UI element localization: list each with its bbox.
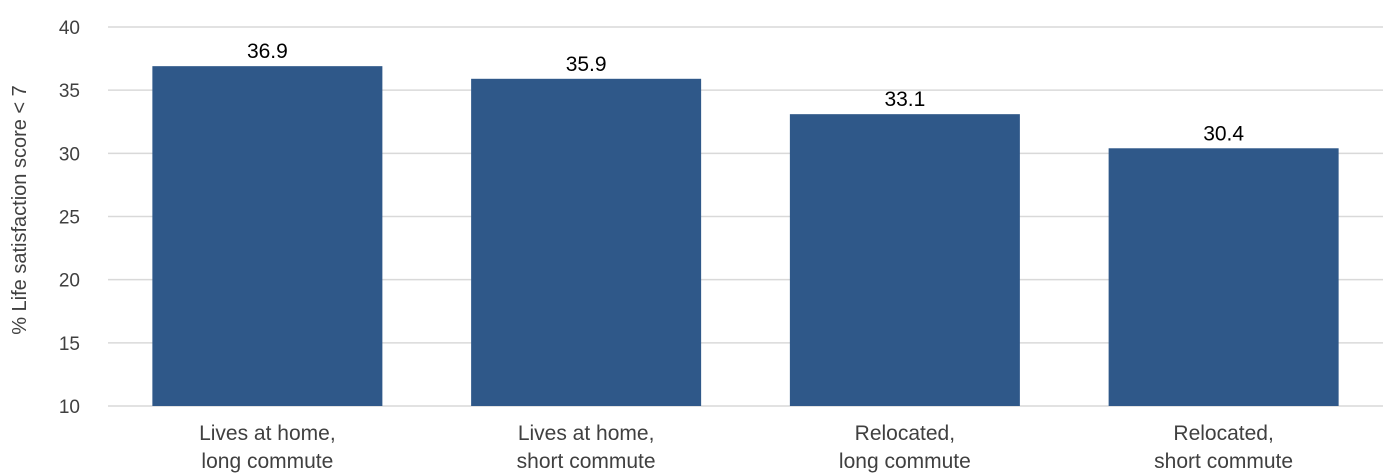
bar: [789, 114, 1020, 407]
y-tick-label: 15: [59, 334, 80, 355]
bar: [152, 66, 383, 406]
x-tick-label: Relocated,: [1173, 422, 1273, 445]
bar: [471, 78, 702, 407]
x-tick-label: long commute: [201, 450, 333, 473]
y-axis-ticks: 10 15 20 25 30 35 40: [59, 18, 80, 418]
data-label: 36.9: [247, 40, 288, 63]
x-tick-label: short commute: [517, 450, 656, 473]
bar: [1108, 148, 1339, 406]
y-tick-label: 25: [59, 208, 80, 229]
y-tick-label: 20: [59, 271, 80, 292]
y-tick-label: 40: [59, 18, 80, 39]
x-tick-label: Relocated,: [855, 422, 955, 445]
x-tick-label: short commute: [1154, 450, 1293, 473]
bars: [152, 66, 1339, 407]
x-tick-label: Lives at home,: [199, 422, 336, 445]
data-label: 35.9: [566, 53, 607, 76]
x-tick-label: Lives at home,: [518, 422, 655, 445]
y-tick-label: 35: [59, 81, 80, 102]
data-labels: 36.9 35.9 33.1 30.4: [247, 40, 1244, 145]
x-axis-ticks: Lives at home, long commute Lives at home,…: [199, 422, 1293, 473]
y-tick-label: 10: [59, 397, 80, 418]
y-tick-label: 30: [59, 144, 80, 165]
data-label: 33.1: [884, 88, 925, 111]
data-label: 30.4: [1203, 122, 1244, 145]
y-axis-label: % Life satisfaction score < 7: [9, 85, 31, 335]
x-tick-label: long commute: [839, 450, 971, 473]
